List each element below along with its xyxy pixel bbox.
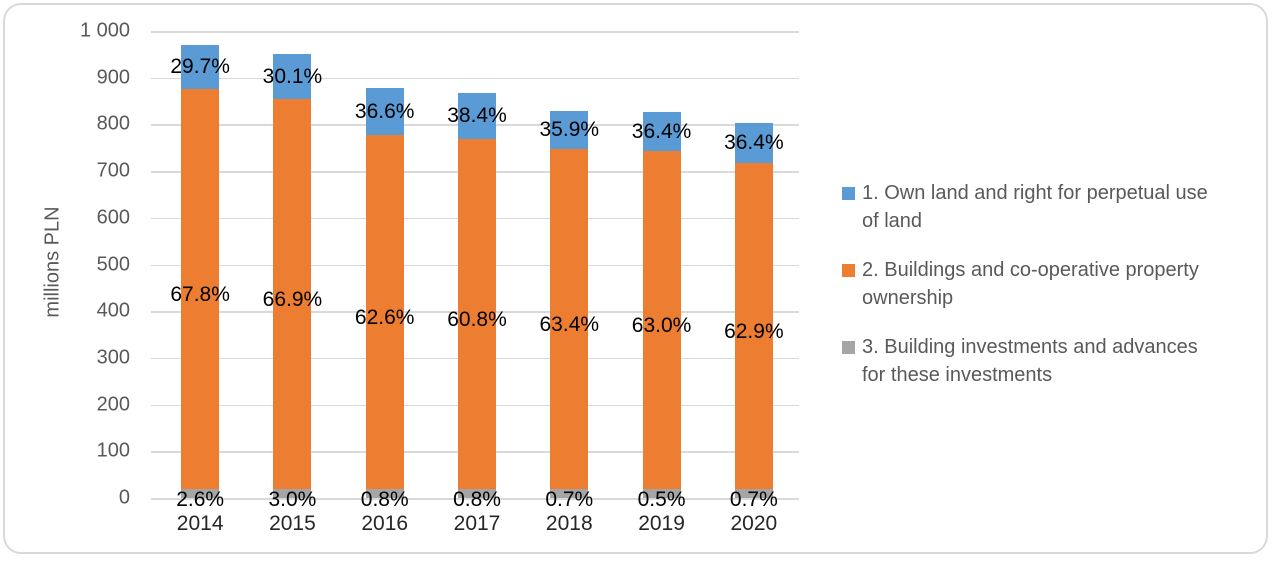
bar-segment-series2 (734, 162, 773, 489)
y-tick-label: 200 (96, 393, 130, 416)
legend-label-buildings: 2. Buildings and co-operative property o… (862, 256, 1199, 312)
legend-label-own-land: 1. Own land and right for perpetual use … (862, 179, 1208, 235)
bar-data-label: 0.7% (545, 488, 594, 511)
y-tick-label: 500 (96, 253, 130, 275)
bar-segment-series1 (273, 54, 312, 99)
bar-segment-series3 (550, 488, 589, 498)
x-tick-label: 2017 (453, 512, 501, 535)
bar-data-label: 66.9% (262, 287, 323, 311)
x-tick-label: 2016 (361, 512, 409, 535)
y-tick-label: 1 000 (79, 19, 130, 42)
legend-label-line: of land (862, 210, 923, 232)
x-tick-label: 2018 (545, 512, 593, 535)
bar-data-label: 35.9% (539, 118, 600, 141)
bar-data-label: 63.4% (539, 312, 600, 336)
bar-data-label: 38.4% (447, 103, 507, 127)
bar-data-label: 0.5% (637, 488, 686, 511)
bar-data-label: 36.4% (631, 119, 692, 143)
bar-data-label: 63.0% (631, 314, 692, 338)
bar-segment-series1 (458, 92, 496, 140)
legend: 1. Own land and right for perpetual use … (842, 179, 1267, 389)
bar-segment-series1 (365, 87, 404, 136)
gridline (151, 31, 799, 33)
bar-segment-series2 (458, 139, 496, 489)
bar-segment-series1 (734, 123, 773, 163)
y-tick-label: 300 (96, 346, 130, 369)
legend-item-investments: 3. Building investments and advances for… (842, 333, 1267, 389)
y-tick-label: 0 (118, 486, 130, 509)
bar-data-label: 36.6% (354, 99, 415, 123)
x-tick-label: 2020 (730, 512, 778, 535)
bar-segment-series3 (734, 488, 773, 498)
bar-data-label: 36.4% (724, 131, 784, 155)
bar-segment-series2 (273, 98, 312, 489)
bar-data-label: 3.0% (268, 488, 317, 511)
y-tick-label: 900 (96, 66, 130, 89)
bar-segment-series2 (181, 89, 220, 489)
bar-data-label: 2.6% (176, 488, 225, 511)
legend-label-line: 2. Buildings and co-operative property (862, 259, 1199, 281)
bar-data-label: 60.8% (447, 308, 507, 331)
y-tick-label: 700 (96, 159, 130, 182)
legend-label-line: 3. Building investments and advances (862, 336, 1198, 358)
y-tick-label: 100 (96, 439, 130, 462)
gridline (151, 498, 799, 500)
bar-segment-series2 (365, 135, 404, 489)
legend-swatch-blue-icon (842, 187, 855, 200)
bar-segment-series3 (458, 488, 496, 498)
bar-segment-series3 (273, 488, 312, 498)
x-tick-label: 2014 (176, 512, 224, 535)
legend-label-investments: 3. Building investments and advances for… (862, 333, 1198, 389)
y-tick-label: 600 (96, 206, 130, 229)
gridline (151, 77, 799, 80)
legend-item-buildings: 2. Buildings and co-operative property o… (842, 256, 1267, 312)
x-tick-label: 2019 (638, 512, 685, 535)
bar-segment-series2 (642, 151, 681, 489)
y-tick-label: 400 (96, 299, 130, 322)
bar-segment-series3 (181, 488, 220, 498)
bar-data-label: 62.9% (724, 319, 784, 343)
legend-label-line: 1. Own land and right for perpetual use (862, 182, 1208, 204)
bar-data-label: 62.6% (354, 305, 415, 329)
bar-segment-series1 (642, 111, 681, 152)
legend-label-line: ownership (862, 287, 954, 309)
bar-data-label: 0.8% (453, 488, 501, 511)
bar-segment-series3 (365, 488, 404, 498)
legend-swatch-gray-icon (842, 341, 855, 354)
bar-segment-series2 (550, 149, 589, 489)
bar-data-label: 67.8% (170, 283, 230, 307)
bar-segment-series1 (550, 110, 589, 150)
legend-item-own-land: 1. Own land and right for perpetual use … (842, 179, 1267, 235)
legend-label-line: for these investments (862, 364, 1053, 386)
bar-data-label: 30.1% (262, 64, 323, 88)
bar-segment-series1 (181, 45, 220, 90)
x-tick-label: 2015 (269, 512, 316, 535)
y-tick-label: 800 (96, 112, 130, 135)
bar-data-label: 0.7% (729, 488, 778, 511)
legend-swatch-orange-icon (842, 264, 855, 277)
bar-data-label: 0.8% (360, 488, 409, 511)
bar-segment-series3 (642, 488, 681, 498)
bar-data-label: 29.7% (170, 55, 230, 79)
